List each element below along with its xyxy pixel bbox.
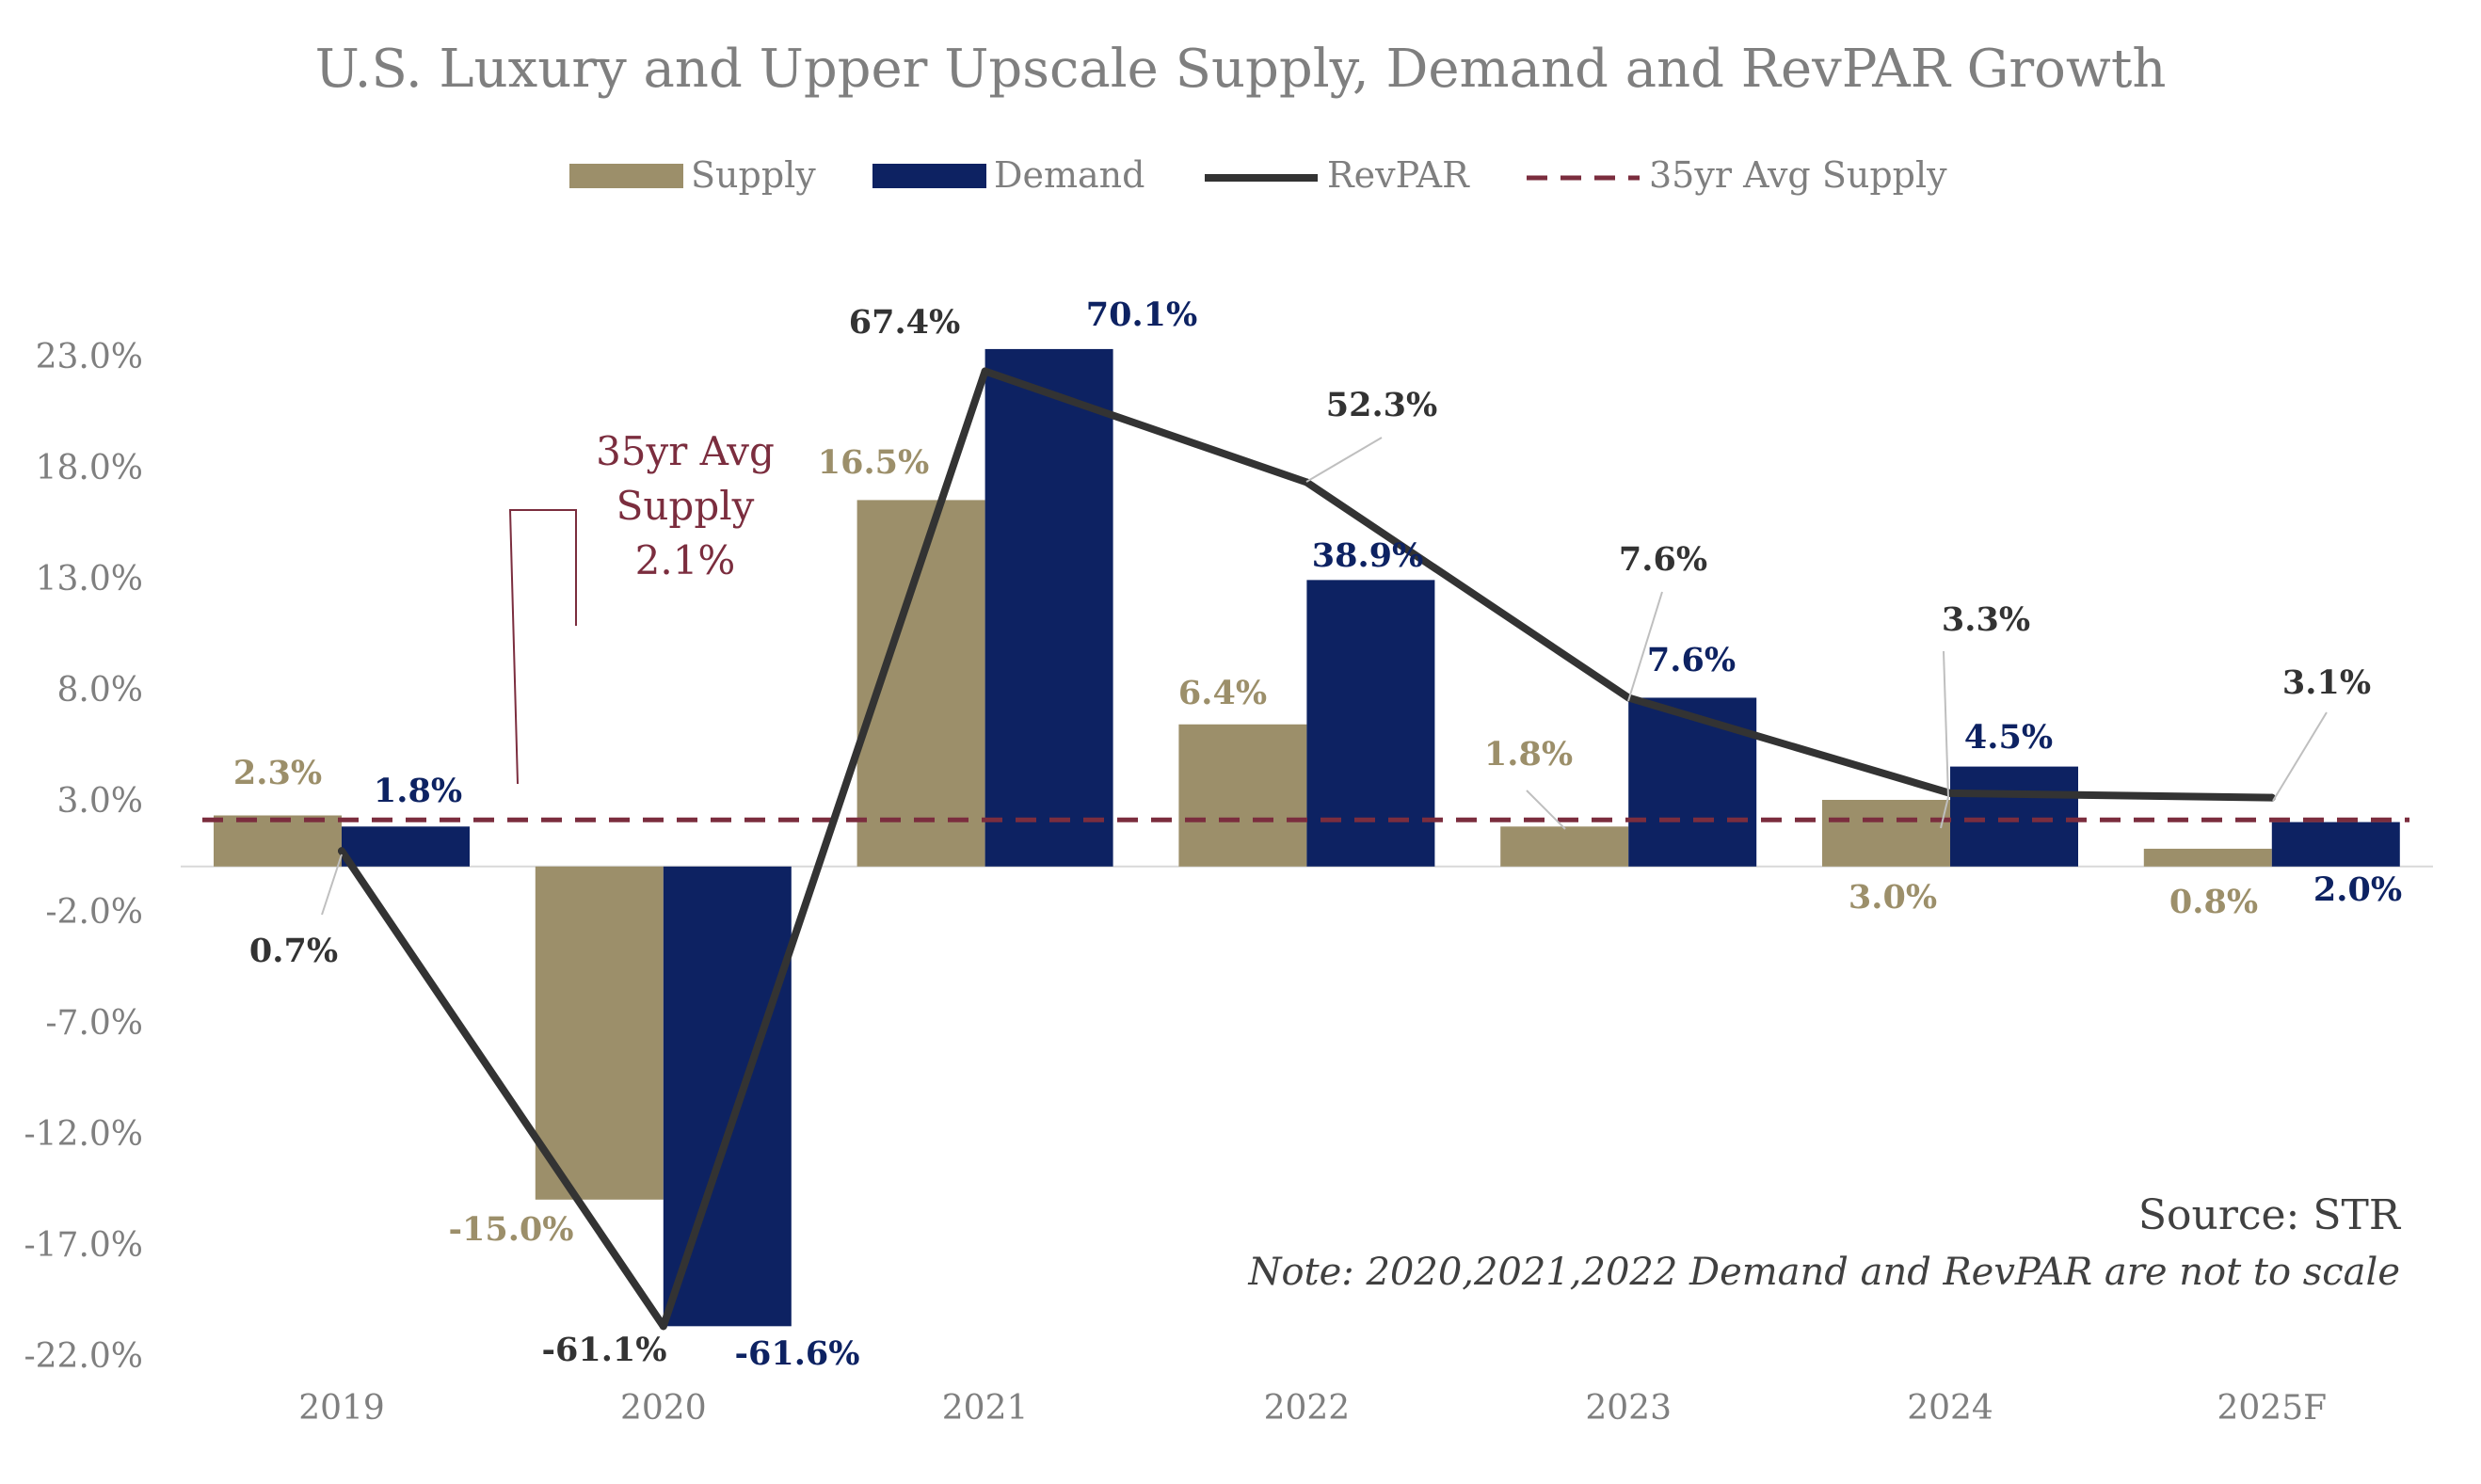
legend-label-avg-supply: 35yr Avg Supply bbox=[1649, 154, 1947, 196]
x-axis: 2019 2020 2021 2022 2023 2024 2025F bbox=[298, 1389, 2327, 1428]
bar-supply-2023 bbox=[1500, 826, 1629, 867]
x-tick-label: 2023 bbox=[1585, 1389, 1672, 1428]
label-revpar: 3.1% bbox=[2282, 663, 2371, 702]
avg-supply-annotation: 35yr Avg Supply 2.1% bbox=[508, 428, 775, 785]
bar-supply-2024 bbox=[1822, 800, 1950, 867]
legend: Supply Demand RevPAR 35yr Avg Supply bbox=[569, 154, 1947, 196]
bar-demand-2019 bbox=[342, 826, 470, 867]
y-tick-label: -7.0% bbox=[45, 1004, 143, 1043]
label-revpar: 52.3% bbox=[1326, 386, 1438, 424]
bar-demand-2025f bbox=[2271, 822, 2400, 867]
label-demand: 38.9% bbox=[1312, 536, 1424, 575]
label-supply: 3.0% bbox=[1849, 878, 1937, 917]
label-supply: 6.4% bbox=[1178, 674, 1267, 712]
legend-label-revpar: RevPAR bbox=[1327, 154, 1470, 196]
label-leader-line bbox=[1526, 790, 1566, 830]
x-tick-label: 2019 bbox=[298, 1389, 385, 1428]
y-axis: 23.0% 18.0% 13.0% 8.0% 3.0% -2.0% -7.0% -12.0% -… bbox=[24, 338, 2433, 1376]
label-supply: 1.8% bbox=[1484, 735, 1573, 774]
label-demand: 2.0% bbox=[2313, 870, 2402, 909]
label-supply: 2.3% bbox=[233, 754, 322, 792]
y-tick-label: -17.0% bbox=[24, 1226, 143, 1265]
data-labels: 2.3% -15.0% 16.5% 6.4% 1.8% 3.0% 0.8% 1.8% -61.6… bbox=[233, 295, 2402, 1373]
bar-supply-2025f bbox=[2143, 848, 2272, 867]
annotation-line-1: 35yr Avg bbox=[596, 428, 775, 474]
label-demand: 1.8% bbox=[374, 772, 462, 810]
label-leader-line bbox=[2272, 711, 2328, 802]
y-tick-label: 18.0% bbox=[36, 449, 143, 487]
bar-demand-2022 bbox=[1306, 580, 1435, 867]
label-revpar: 7.6% bbox=[1619, 540, 1707, 579]
revpar-point bbox=[338, 847, 345, 855]
bar-supply-2020 bbox=[535, 866, 664, 1200]
label-supply: -15.0% bbox=[448, 1210, 573, 1249]
note-text: Note: 2020,2021,2022 Demand and RevPAR a… bbox=[1247, 1251, 2400, 1294]
label-revpar: -61.1% bbox=[541, 1331, 666, 1369]
label-supply: 16.5% bbox=[818, 443, 930, 482]
bar-supply-2019 bbox=[214, 815, 342, 867]
legend-label-supply: Supply bbox=[691, 154, 816, 196]
y-tick-label: 23.0% bbox=[36, 338, 143, 376]
y-tick-label: -12.0% bbox=[24, 1115, 143, 1154]
x-tick-label: 2020 bbox=[620, 1389, 707, 1428]
annotation-bracket bbox=[508, 509, 577, 785]
x-tick-label: 2022 bbox=[1264, 1389, 1351, 1428]
bar-supply-2022 bbox=[1178, 724, 1307, 867]
label-demand: 70.1% bbox=[1086, 295, 1198, 334]
bar-demand-2020 bbox=[663, 866, 792, 1327]
annotation-line-2: Supply bbox=[616, 483, 755, 529]
label-demand: 4.5% bbox=[1964, 718, 2053, 757]
label-revpar: 67.4% bbox=[849, 303, 961, 342]
bar-demand-2023 bbox=[1628, 697, 1757, 867]
y-tick-label: -22.0% bbox=[24, 1337, 143, 1376]
source-text: Source: STR bbox=[2138, 1191, 2402, 1239]
legend-swatch-demand bbox=[872, 164, 986, 188]
x-tick-label: 2024 bbox=[1907, 1389, 1993, 1428]
y-tick-label: 13.0% bbox=[36, 560, 143, 598]
label-leader-line bbox=[1940, 796, 1949, 829]
label-leader-line bbox=[321, 854, 343, 916]
x-tick-label: 2025F bbox=[2217, 1389, 2327, 1428]
y-tick-label: 8.0% bbox=[57, 671, 143, 710]
chart-title: U.S. Luxury and Upper Upscale Supply, De… bbox=[315, 39, 2167, 100]
bar-demand-2021 bbox=[984, 348, 1113, 867]
label-leader-line bbox=[1943, 650, 1949, 798]
y-tick-label: 3.0% bbox=[57, 782, 143, 821]
label-revpar: 3.3% bbox=[1942, 600, 2030, 639]
label-demand: 7.6% bbox=[1647, 641, 1736, 679]
label-demand: -61.6% bbox=[734, 1334, 859, 1373]
label-leader-line bbox=[1305, 437, 1383, 483]
label-supply: 0.8% bbox=[2169, 883, 2258, 921]
revpar-point bbox=[981, 367, 989, 375]
revpar-point bbox=[659, 1322, 667, 1331]
label-revpar: 0.7% bbox=[249, 932, 338, 970]
bar-demand-2024 bbox=[1950, 766, 2078, 867]
legend-swatch-supply bbox=[569, 164, 683, 188]
annotation-line-3: 2.1% bbox=[635, 537, 736, 583]
x-tick-label: 2021 bbox=[942, 1389, 1029, 1428]
bars bbox=[214, 348, 2400, 1327]
legend-label-demand: Demand bbox=[994, 154, 1144, 196]
label-leader-line bbox=[1627, 591, 1663, 702]
y-tick-label: -2.0% bbox=[45, 893, 143, 932]
